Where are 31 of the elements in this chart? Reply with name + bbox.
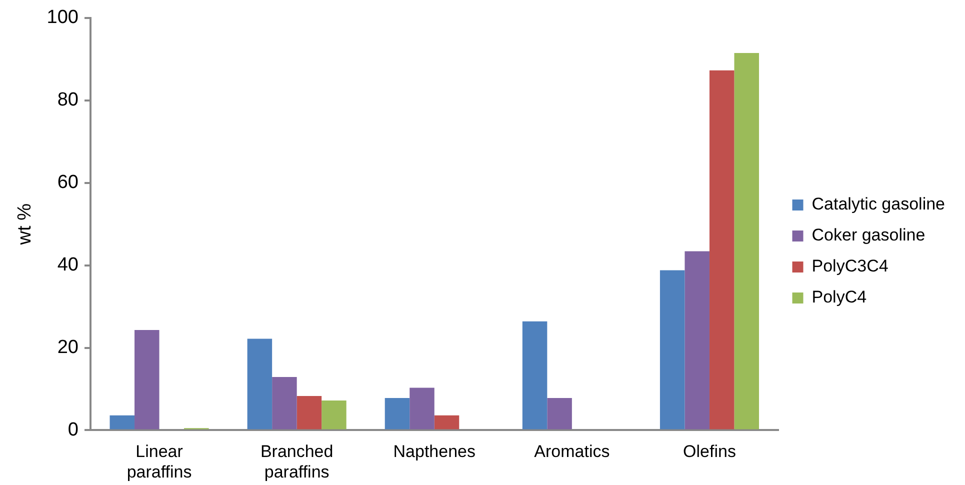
legend-label: PolyC3C4 [812, 256, 888, 276]
legend-label: PolyC4 [812, 288, 867, 307]
bar [684, 251, 710, 430]
bar [272, 377, 297, 430]
bar [410, 388, 434, 430]
x-tick-label: Aromatics [534, 442, 610, 462]
y-tick-label: 0 [68, 419, 78, 440]
x-tick-label: Olefins [683, 442, 736, 462]
bar [734, 53, 760, 430]
x-tick-label: Branched paraffins [260, 442, 334, 482]
y-tick-label: 60 [57, 172, 78, 194]
y-tick-label: 40 [57, 254, 78, 276]
legend-label: Catalytic gasoline [812, 194, 946, 214]
bar [110, 415, 135, 430]
x-tick-label: Linear paraffins [126, 442, 192, 482]
legend-label: Coker gasoline [812, 226, 926, 245]
bar [247, 338, 272, 430]
bar [547, 398, 572, 430]
y-tick-label: 100 [46, 7, 78, 28]
y-tick-label: 20 [57, 336, 78, 358]
bar [296, 396, 322, 430]
x-tick-label: Napthenes [393, 442, 476, 462]
y-tick-label: 80 [57, 90, 78, 111]
y-axis-title: wt % [14, 203, 36, 246]
bar [322, 400, 346, 430]
bar [434, 415, 460, 430]
bar [709, 70, 734, 430]
bar [384, 398, 410, 430]
bar [660, 270, 685, 430]
bar [134, 330, 160, 430]
bar [522, 321, 548, 430]
